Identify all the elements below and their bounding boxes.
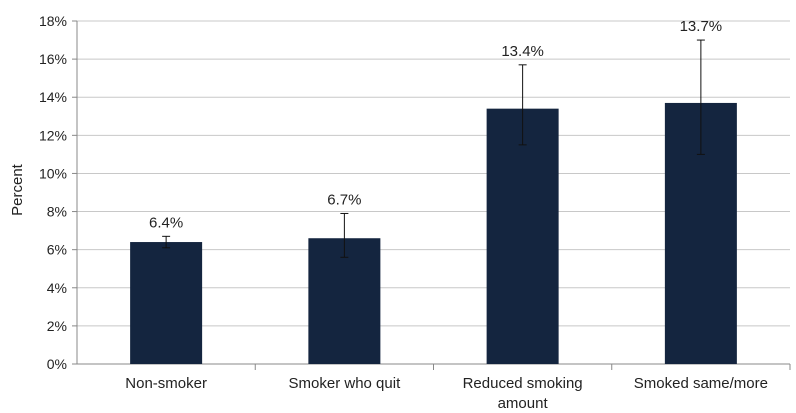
y-tick-label: 0%	[47, 356, 67, 372]
y-tick-label: 18%	[39, 13, 67, 29]
y-tick-label: 10%	[39, 165, 67, 181]
error-bars	[162, 39, 705, 258]
data-label: 6.4%	[149, 214, 183, 231]
bars	[130, 102, 737, 365]
bar	[308, 238, 381, 364]
y-tick-label: 6%	[47, 242, 67, 258]
data-label: 13.4%	[501, 43, 544, 60]
y-tick-label: 12%	[39, 127, 67, 143]
data-labels: 6.4% 6.7% 13.4% 13.7%	[149, 18, 722, 231]
y-tick-label: 2%	[47, 318, 67, 334]
bar	[130, 242, 203, 364]
x-category-label: Non-smoker	[125, 375, 207, 392]
y-tick-label: 14%	[39, 89, 67, 105]
y-axis-title: Percent	[9, 163, 26, 216]
y-tick-label: 8%	[47, 204, 67, 220]
x-category-label: amount	[498, 395, 549, 412]
y-tick-label: 4%	[47, 280, 67, 296]
bar	[486, 108, 559, 365]
x-category-label: Smoker who quit	[289, 375, 402, 392]
data-label: 13.7%	[680, 18, 723, 35]
x-category-label: Smoked same/more	[634, 375, 768, 392]
y-tick-label: 16%	[39, 51, 67, 67]
data-label: 6.7%	[327, 191, 361, 208]
x-category-label: Reduced smoking	[463, 375, 583, 392]
x-axis-categories: Non-smoker Smoker who quit Reduced smoking…	[125, 364, 791, 412]
